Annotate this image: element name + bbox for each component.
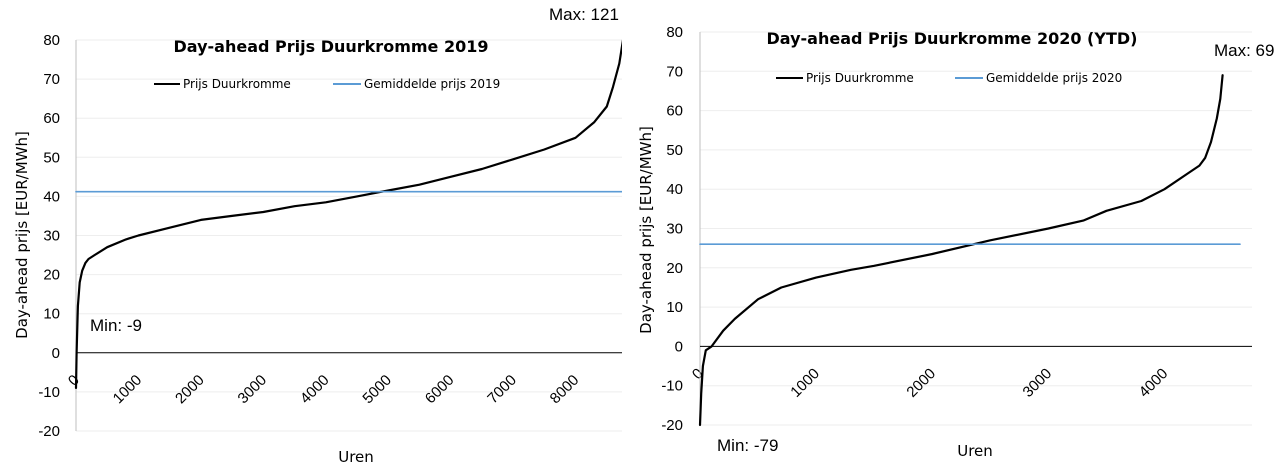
min-annotation: Min: -79 [717,436,778,455]
max-annotation: Max: 69 [1214,41,1274,60]
legend: Prijs Duurkromme Gemiddelde prijs 2019 [154,77,500,91]
y-tick-label: 50 [43,149,60,166]
y-tick-label: 80 [666,24,683,41]
y-tick-label: 0 [52,345,60,362]
y-tick-label: 10 [43,306,60,323]
x-tick-labels: 0 1000 2000 3000 4000 [689,365,1171,401]
y-tick-label: 30 [666,221,683,238]
y-tick-labels: 80 70 60 50 40 30 20 10 0 -10 -20 [661,24,683,434]
x-tick-label: 2000 [172,372,208,408]
x-tick-label: 0 [65,372,83,390]
grid-lines [700,31,1252,426]
y-tick-label: 20 [666,260,683,277]
min-annotation: Min: -9 [90,316,142,335]
panel-divider [622,0,638,467]
chart-2019: 80 70 60 50 40 30 20 10 0 -10 -20 0 1000 2000 3000 400… [13,5,628,466]
y-axis-label: Day-ahead prijs [EUR/MWh] [13,131,31,339]
chart-title: Day-ahead Prijs Duurkromme 2019 [174,37,489,56]
y-tick-label: 40 [666,181,683,198]
y-tick-label: -10 [38,384,60,401]
series-line-duration-curve [74,38,625,390]
y-axis-label: Day-ahead prijs [EUR/MWh] [637,126,655,334]
legend-label-gemiddelde-prijs: Gemiddelde prijs 2019 [364,77,500,91]
y-tick-label: -20 [38,423,60,440]
x-axis-label: Uren [957,442,993,460]
series-line-duration-curve [698,74,1224,427]
y-tick-label: 70 [43,71,60,88]
legend-label-prijs-duurkromme: Prijs Duurkromme [806,71,914,85]
series-group [698,74,1241,427]
legend: Prijs Duurkromme Gemiddelde prijs 2020 [776,71,1122,85]
x-tick-label: 5000 [359,372,395,408]
x-tick-label: 4000 [1136,365,1172,401]
y-tick-label: -20 [661,417,683,434]
chart-title: Day-ahead Prijs Duurkromme 2020 (YTD) [767,29,1138,48]
y-tick-label: 0 [675,338,683,355]
y-tick-label: -10 [661,378,683,395]
legend-label-prijs-duurkromme: Prijs Duurkromme [183,77,291,91]
x-tick-label: 1000 [787,365,823,401]
y-tick-label: 60 [666,103,683,120]
x-tick-label: 0 [689,365,707,383]
x-tick-label: 6000 [422,372,458,408]
y-tick-label: 30 [43,228,60,245]
x-axis-label: Uren [338,448,374,466]
y-tick-labels: 80 70 60 50 40 30 20 10 0 -10 -20 [38,32,60,440]
x-tick-labels: 0 1000 2000 3000 4000 5000 6000 7000 8000 [65,372,582,408]
x-tick-label: 1000 [110,372,146,408]
y-tick-label: 60 [43,110,60,127]
x-tick-label: 4000 [297,372,333,408]
legend-label-gemiddelde-prijs: Gemiddelde prijs 2020 [986,71,1122,85]
x-tick-label: 2000 [903,365,939,401]
x-tick-label: 7000 [484,372,520,408]
x-tick-label: 8000 [547,372,583,408]
max-annotation: Max: 121 [549,5,619,24]
chart-2020: 80 70 60 50 40 30 20 10 0 -10 -20 0 1000 2000 3000 400… [637,24,1274,460]
y-tick-label: 40 [43,188,60,205]
series-group [74,38,625,390]
x-tick-label: 3000 [235,372,271,408]
x-tick-label: 3000 [1020,365,1056,401]
y-tick-label: 10 [666,299,683,316]
y-tick-label: 80 [43,32,60,49]
y-tick-label: 50 [666,142,683,159]
y-tick-label: 20 [43,267,60,284]
y-tick-label: 70 [666,63,683,80]
grid-lines [76,39,628,432]
